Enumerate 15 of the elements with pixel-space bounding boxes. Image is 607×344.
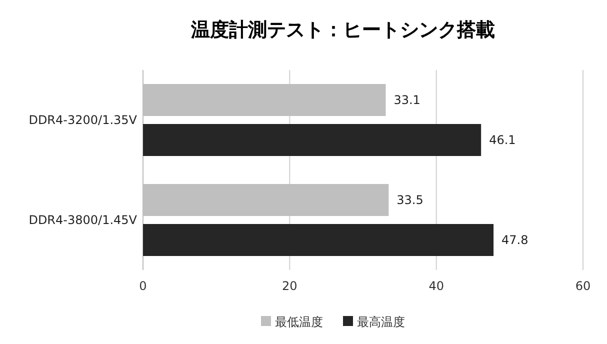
- x-tick-label: 60: [575, 279, 591, 293]
- legend-label: 最高温度: [357, 315, 405, 329]
- y-tick-label: DDR4-3200/1.35V: [28, 113, 138, 127]
- bar: [143, 224, 494, 256]
- chart-title: 温度計測テスト：ヒートシンク搭載: [190, 19, 495, 41]
- legend-label: 最低温度: [275, 315, 323, 329]
- data-label: 46.1: [489, 133, 516, 147]
- x-tick-label: 0: [139, 279, 147, 293]
- data-label: 33.5: [396, 193, 424, 207]
- data-label: 33.1: [394, 93, 420, 107]
- x-tick-label: 20: [282, 279, 298, 293]
- x-tick-label: 40: [428, 279, 444, 293]
- y-tick-label: DDR4-3800/1.45V: [28, 213, 138, 227]
- bar: [143, 124, 482, 156]
- data-label: 47.8: [502, 233, 528, 247]
